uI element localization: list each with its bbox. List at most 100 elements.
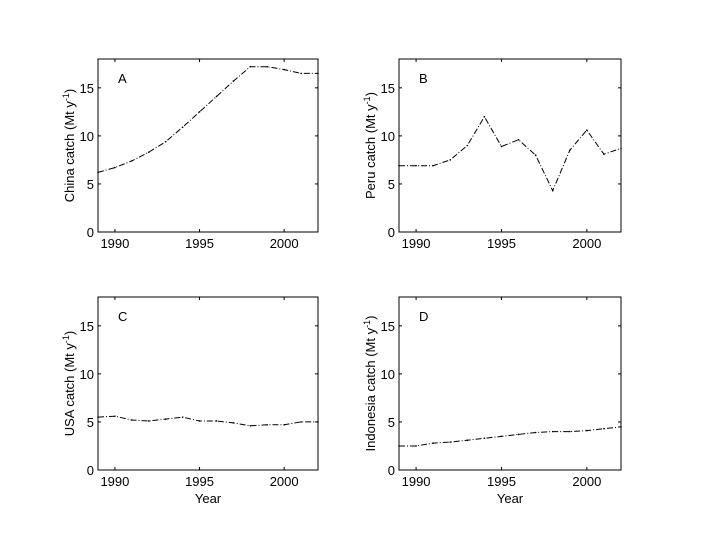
data-point-d-1989 xyxy=(398,445,400,447)
x-tick-label-a-1995: 1995 xyxy=(185,236,214,251)
panel-a: 1990 1995 2000 0 5 10 15 A China catch (Mt y-1) xyxy=(61,58,319,251)
data-point-d-1992 xyxy=(449,441,452,443)
data-point-a-1994 xyxy=(181,126,184,129)
data-point-c-1990 xyxy=(114,415,116,417)
panel-letter-d: D xyxy=(419,309,428,324)
data-point-c-1994 xyxy=(181,416,184,418)
data-point-a-2001 xyxy=(300,72,302,75)
data-point-a-1993 xyxy=(164,140,167,143)
data-point-a-1999 xyxy=(266,65,269,68)
data-point-b-2001 xyxy=(603,153,605,155)
data-point-d-1991 xyxy=(432,442,434,444)
data-point-a-1992 xyxy=(147,151,150,154)
data-point-a-1996 xyxy=(215,95,218,98)
y-tick-label-c-10: 10 xyxy=(80,367,94,382)
x-tick-label-a-2000: 2000 xyxy=(270,236,299,251)
data-point-c-1998 xyxy=(249,424,252,427)
y-tick-label-d-5: 5 xyxy=(388,415,395,430)
data-point-d-1993 xyxy=(466,439,469,442)
x-tick-label-c-1990: 1990 xyxy=(100,474,129,489)
data-point-b-1999 xyxy=(568,149,571,152)
data-point-d-2000 xyxy=(586,429,588,432)
data-point-a-2000 xyxy=(283,68,285,71)
data-point-b-1994 xyxy=(483,115,486,118)
data-point-a-2002 xyxy=(317,72,319,75)
y-tick-label-a-10: 10 xyxy=(80,129,94,144)
data-point-c-1997 xyxy=(232,422,235,424)
series-line-b xyxy=(399,115,622,192)
x-tick-label-c-2000: 2000 xyxy=(270,474,299,489)
axes-frame-d xyxy=(398,296,622,471)
data-point-d-1996 xyxy=(517,433,520,436)
series-line-d xyxy=(399,426,622,447)
x-tick-label-d-1990: 1990 xyxy=(402,474,431,489)
data-point-b-2002 xyxy=(620,147,622,150)
y-axis-label-d: Indonesia catch (Mt y-1) xyxy=(362,316,378,452)
data-point-d-1998 xyxy=(551,430,554,433)
data-point-c-1996 xyxy=(215,420,218,422)
y-tick-label-c-5: 5 xyxy=(87,415,94,430)
data-point-a-1995 xyxy=(198,111,201,113)
data-point-a-1990 xyxy=(114,166,116,169)
y-tick-label-a-15: 15 xyxy=(80,81,94,96)
x-tick-label-c-1995: 1995 xyxy=(185,474,214,489)
data-point-c-1999 xyxy=(266,424,269,426)
axes-frame-c xyxy=(97,296,319,471)
x-tick-label-d-2000: 2000 xyxy=(572,474,601,489)
data-point-c-2001 xyxy=(300,421,302,423)
data-point-d-1999 xyxy=(568,430,571,433)
y-tick-label-a-0: 0 xyxy=(87,225,94,240)
panel-letter-c: C xyxy=(118,309,127,324)
data-point-c-1995 xyxy=(198,420,201,422)
panel-c: 1990 1995 2000 0 5 10 15 C USA catch (Mt y-1) Yea… xyxy=(61,296,319,506)
series-line-a xyxy=(97,66,318,173)
axes-frame-b xyxy=(398,58,622,233)
data-point-d-1994 xyxy=(483,437,486,440)
y-tick-label-c-15: 15 xyxy=(80,319,94,334)
y-tick-label-b-0: 0 xyxy=(388,225,395,240)
data-point-b-1995 xyxy=(500,145,503,148)
data-point-a-1997 xyxy=(232,80,235,82)
y-tick-label-d-0: 0 xyxy=(388,463,395,478)
data-point-b-1991 xyxy=(432,164,434,167)
data-point-b-1993 xyxy=(466,144,469,147)
y-axis-label-c: USA catch (Mt y-1) xyxy=(61,331,77,437)
panel-d: 1990 1995 2000 0 5 10 15 D Indonesia catch (Mt y… xyxy=(362,296,622,506)
data-point-a-1989 xyxy=(97,171,99,174)
data-point-c-1989 xyxy=(97,416,99,418)
data-point-d-2001 xyxy=(603,427,605,430)
data-point-c-1992 xyxy=(147,420,150,422)
data-point-b-1998 xyxy=(551,189,554,192)
y-tick-label-b-15: 15 xyxy=(381,81,395,96)
x-tick-label-b-1995: 1995 xyxy=(487,236,516,251)
data-point-b-1989 xyxy=(398,164,400,167)
x-tick-label-d-1995: 1995 xyxy=(487,474,516,489)
panel-letter-b: B xyxy=(419,71,428,86)
data-point-a-1991 xyxy=(131,160,133,162)
data-point-a-1998 xyxy=(249,65,252,68)
y-axis-label-b: Peru catch (Mt y-1) xyxy=(362,92,378,199)
x-tick-label-b-2000: 2000 xyxy=(572,236,601,251)
x-tick-label-a-1990: 1990 xyxy=(100,236,129,251)
series-line-c xyxy=(97,415,318,427)
data-point-d-1997 xyxy=(534,431,537,434)
y-tick-label-d-10: 10 xyxy=(381,367,395,382)
data-point-b-1992 xyxy=(449,159,452,161)
data-point-b-1997 xyxy=(534,154,537,156)
y-tick-label-a-5: 5 xyxy=(87,177,94,192)
data-point-c-1993 xyxy=(164,418,167,420)
x-axis-label-c: Year xyxy=(195,491,222,506)
axes-frame-a xyxy=(97,58,319,233)
y-tick-label-b-10: 10 xyxy=(381,129,395,144)
x-axis-label-d: Year xyxy=(497,491,524,506)
data-point-c-2002 xyxy=(317,421,319,423)
panel-b: 1990 1995 2000 0 5 10 15 B Peru catch (Mt y-1) xyxy=(362,58,622,251)
y-tick-label-b-5: 5 xyxy=(388,177,395,192)
data-point-d-1990 xyxy=(415,445,417,447)
data-point-b-2000 xyxy=(586,129,588,131)
data-point-b-1996 xyxy=(517,138,520,141)
y-axis-label-a: China catch (Mt y-1) xyxy=(61,89,77,203)
data-point-c-1991 xyxy=(131,419,133,421)
x-tick-label-b-1990: 1990 xyxy=(402,236,431,251)
